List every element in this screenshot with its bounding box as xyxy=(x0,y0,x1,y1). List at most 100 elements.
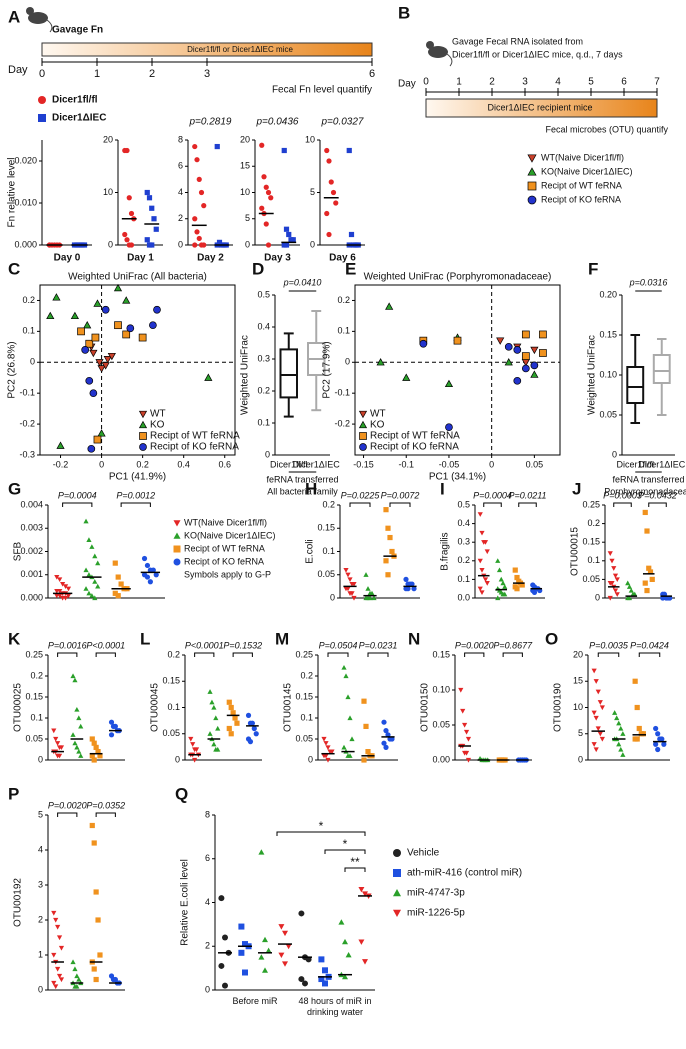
point xyxy=(78,723,84,729)
significance-bracket xyxy=(57,652,78,657)
y-tick-label: 0.10 xyxy=(599,369,617,379)
panel-label: G xyxy=(8,479,21,498)
point xyxy=(192,242,198,248)
point xyxy=(383,728,389,734)
axis-label: Day xyxy=(398,79,416,90)
point xyxy=(265,947,272,954)
point xyxy=(89,349,98,358)
point xyxy=(153,572,159,578)
point xyxy=(92,579,98,584)
x-tick-label: -0.2 xyxy=(53,459,69,469)
panel-label: H xyxy=(305,479,317,498)
point xyxy=(211,704,217,710)
point xyxy=(261,174,267,180)
legend-label: Recipt of WT feRNA xyxy=(184,543,265,553)
legend-marker xyxy=(138,420,148,429)
point xyxy=(642,580,648,586)
legend-marker xyxy=(358,410,368,419)
significance-bracket xyxy=(597,652,620,657)
point xyxy=(612,710,618,715)
point xyxy=(74,707,80,712)
legend-marker xyxy=(393,909,401,917)
point xyxy=(539,349,547,357)
point xyxy=(349,736,355,742)
x-axis-label: feRNA transferred xyxy=(612,474,684,484)
point xyxy=(74,973,80,979)
p-value: P=0.0225 xyxy=(341,490,381,500)
point xyxy=(201,203,207,209)
y-tick-label: 5 xyxy=(578,728,583,738)
point xyxy=(55,924,61,930)
y-tick-label: 0.000 xyxy=(14,239,37,249)
y-tick-label: 10 xyxy=(240,187,250,197)
p-value: P=0.0020 xyxy=(455,640,494,650)
significance-bracket xyxy=(62,502,93,507)
point xyxy=(144,562,151,569)
timeline-note: Fecal Fn level quantify xyxy=(272,85,372,96)
point xyxy=(150,567,156,573)
legend-marker xyxy=(359,443,367,451)
point xyxy=(620,752,626,757)
point xyxy=(341,665,347,670)
point xyxy=(298,910,305,917)
point xyxy=(92,553,98,559)
y-tick-label: 0 xyxy=(612,449,617,459)
y-tick-label: 0.2 xyxy=(22,295,35,305)
p-value: p=0.0410 xyxy=(283,277,322,287)
point xyxy=(65,593,72,599)
point xyxy=(149,205,155,211)
y-tick-label: 0.1 xyxy=(587,555,600,565)
point xyxy=(122,330,131,339)
point xyxy=(234,720,240,726)
point xyxy=(325,757,331,763)
legend-marker xyxy=(139,443,147,451)
p-value: P=0.0016 xyxy=(48,640,87,650)
legend-label: WT(Naive Dicer1fl/fl) xyxy=(184,517,267,527)
point xyxy=(363,723,369,729)
point xyxy=(343,673,349,679)
chart-title: Weighted UniFrac (All bacteria) xyxy=(68,272,207,283)
point xyxy=(286,231,292,238)
y-tick-label: 0 xyxy=(308,754,313,764)
mouse-icon xyxy=(26,7,53,33)
point xyxy=(512,567,518,573)
point xyxy=(351,581,357,587)
point xyxy=(323,753,329,759)
point xyxy=(346,147,352,154)
y-tick-label: 8 xyxy=(178,134,183,144)
point xyxy=(259,142,265,148)
point xyxy=(642,509,648,516)
point xyxy=(383,507,389,513)
significance-bracket xyxy=(502,652,523,657)
y-tick-label: 2 xyxy=(205,941,210,951)
point xyxy=(245,712,252,718)
p-value: p=0.0327 xyxy=(321,117,364,128)
y-tick-label: 0 xyxy=(108,239,113,249)
point xyxy=(634,736,640,742)
y-axis-label: OTU00145 xyxy=(283,683,294,732)
panel-label: L xyxy=(140,629,150,648)
point xyxy=(113,283,123,292)
significance-bracket xyxy=(232,652,253,657)
point xyxy=(70,959,76,965)
y-tick-label: 20 xyxy=(240,134,250,144)
legend-marker xyxy=(173,545,181,553)
point xyxy=(278,952,285,958)
point xyxy=(192,757,198,763)
point xyxy=(251,725,257,732)
y-tick-label: 0 xyxy=(30,357,35,367)
y-tick-label: 15 xyxy=(240,161,250,171)
point xyxy=(97,429,106,437)
point xyxy=(345,694,351,700)
point xyxy=(618,725,624,731)
point xyxy=(283,226,290,232)
point xyxy=(242,941,248,948)
point xyxy=(56,753,63,759)
point xyxy=(444,379,454,388)
point xyxy=(198,189,205,196)
y-tick-label: 0.25 xyxy=(582,499,600,509)
point xyxy=(58,745,65,750)
point xyxy=(151,216,157,222)
x-tick-label: 0 xyxy=(99,459,104,469)
point xyxy=(194,229,200,235)
